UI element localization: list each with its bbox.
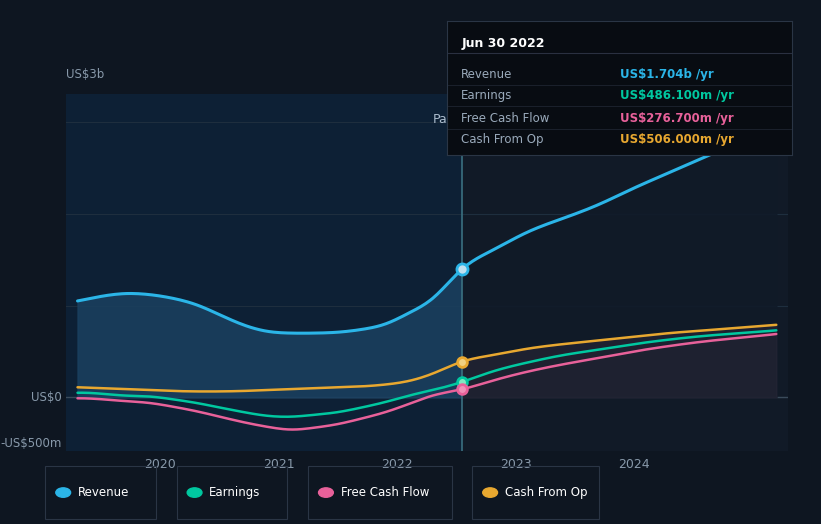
Text: US$3b: US$3b xyxy=(66,68,104,81)
Text: Past: Past xyxy=(433,113,459,126)
Text: US$486.100m /yr: US$486.100m /yr xyxy=(620,89,734,102)
Text: US$276.700m /yr: US$276.700m /yr xyxy=(620,112,734,125)
Bar xyxy=(66,94,462,451)
Text: Cash From Op: Cash From Op xyxy=(505,486,587,499)
Bar xyxy=(462,94,788,451)
Text: Revenue: Revenue xyxy=(78,486,130,499)
Text: Analysts Forecasts: Analysts Forecasts xyxy=(466,113,582,126)
Text: US$0: US$0 xyxy=(31,391,62,404)
Text: -US$500m: -US$500m xyxy=(1,437,62,450)
Text: Earnings: Earnings xyxy=(209,486,261,499)
Text: US$1.704b /yr: US$1.704b /yr xyxy=(620,68,713,81)
Text: US$506.000m /yr: US$506.000m /yr xyxy=(620,134,734,146)
Text: Free Cash Flow: Free Cash Flow xyxy=(341,486,429,499)
Text: Cash From Op: Cash From Op xyxy=(461,134,544,146)
Text: Revenue: Revenue xyxy=(461,68,512,81)
Text: Earnings: Earnings xyxy=(461,89,512,102)
Text: Free Cash Flow: Free Cash Flow xyxy=(461,112,549,125)
Text: Jun 30 2022: Jun 30 2022 xyxy=(461,37,545,50)
